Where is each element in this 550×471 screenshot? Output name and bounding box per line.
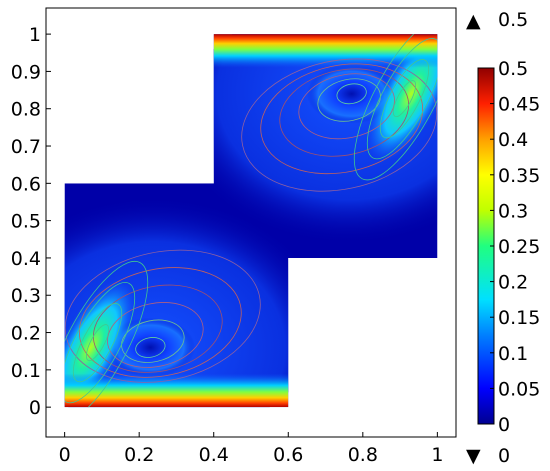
y-tick-label: 0.8 [11, 99, 41, 121]
colorbar-tick-label: 0.4 [498, 129, 528, 151]
y-tick-label: 0.5 [11, 211, 41, 233]
streamline-contours [64, 34, 438, 408]
y-tick-label: 0.2 [11, 323, 41, 345]
x-tick-label: 0.2 [124, 444, 154, 466]
x-tick-label: 0.4 [199, 444, 229, 466]
x-tick-label: 0 [59, 444, 71, 466]
y-tick-label: 0 [29, 397, 41, 419]
y-axis-ticks: 0 0.1 0.2 0.3 0.4 0.5 0.6 0.7 0.8 0.9 1 [11, 24, 51, 419]
y-tick-label: 0.3 [11, 285, 41, 307]
colorbar-tick-label: 0.25 [498, 236, 540, 258]
colorbar-tick-label: 0.45 [498, 94, 540, 116]
colorbar-tick-label: 0 [498, 414, 510, 436]
y-tick-label: 0.6 [11, 173, 41, 195]
colorbar-tick-label: 0.2 [498, 272, 528, 294]
colorbar-tick-label: 0.15 [498, 307, 540, 329]
max-marker-label: 0.5 [498, 9, 528, 31]
y-tick-label: 0.4 [11, 248, 41, 270]
flow-field [64, 34, 438, 408]
colorbar-tick-label: 0.3 [498, 200, 528, 222]
min-marker-icon: ▼ [466, 445, 481, 467]
colorbar-tick-label: 0.05 [498, 378, 540, 400]
min-marker-label: 0 [498, 445, 510, 467]
x-tick-label: 1 [431, 444, 443, 466]
y-tick-label: 0.9 [11, 61, 41, 83]
colorbar-ticks: 0 0.05 0.1 0.15 0.2 0.25 0.3 0.35 0.4 0.45 0.5 [490, 58, 540, 436]
y-tick-label: 0.1 [11, 360, 41, 382]
axes-frame [45, 7, 457, 438]
x-tick-label: 0.6 [273, 444, 303, 466]
y-tick-label: 1 [29, 24, 41, 46]
y-tick-label: 0.7 [11, 136, 41, 158]
x-tick-label: 0.8 [348, 444, 378, 466]
colorbar-tick-label: 0.5 [498, 58, 528, 80]
max-marker-icon: ▲ [466, 10, 481, 32]
colorbar-tick-label: 0.35 [498, 165, 540, 187]
x-axis-ticks: 0 0.2 0.4 0.6 0.8 1 [59, 432, 443, 466]
colorbar-tick-label: 0.1 [498, 343, 528, 365]
